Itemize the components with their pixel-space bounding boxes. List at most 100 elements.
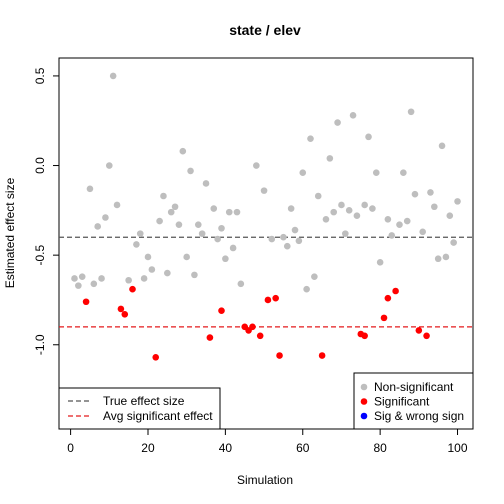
chart-title: state / elev	[229, 22, 301, 38]
data-point	[380, 314, 388, 322]
data-point	[446, 212, 454, 220]
data-point	[229, 244, 237, 252]
data-point	[129, 285, 136, 293]
data-point	[109, 72, 117, 80]
data-point	[206, 334, 214, 341]
legend-left-box	[58, 387, 221, 430]
data-point	[353, 212, 361, 220]
data-point	[287, 205, 295, 212]
y-tick-label: 0.5	[33, 67, 47, 84]
y-axis-label: Estimated effect size	[3, 177, 17, 288]
data-point	[237, 280, 245, 288]
data-point	[210, 205, 218, 212]
data-point	[361, 332, 368, 340]
data-point	[136, 230, 144, 237]
x-tick-label: 80	[373, 441, 387, 455]
data-point	[272, 294, 279, 302]
x-axis-label: Simulation	[237, 473, 293, 487]
data-point	[102, 214, 109, 221]
plot-area: 0 20 40 60 80 100 -1.0 -0.5 0.0 0.5	[33, 57, 474, 455]
plot-frame	[58, 57, 474, 430]
data-point	[105, 162, 113, 169]
data-point	[121, 310, 129, 318]
data-point	[98, 275, 105, 282]
data-point	[133, 241, 140, 248]
data-point	[369, 205, 376, 212]
data-point	[160, 192, 167, 200]
data-point	[427, 189, 434, 196]
data-point	[384, 216, 392, 223]
data-point	[82, 298, 90, 306]
data-point	[349, 112, 357, 119]
data-point	[268, 235, 276, 243]
y-tick-label: -0.5	[33, 244, 47, 265]
data-point	[361, 201, 368, 209]
data-point	[167, 208, 175, 216]
data-point	[225, 208, 233, 216]
data-point	[388, 232, 396, 239]
data-point	[117, 305, 125, 313]
data-point	[75, 282, 82, 289]
data-point	[156, 217, 163, 225]
data-point	[376, 259, 384, 266]
data-point	[314, 192, 322, 200]
legend-label: Significant	[374, 395, 430, 409]
data-point	[187, 167, 194, 175]
data-point	[423, 332, 430, 340]
data-point	[276, 352, 283, 359]
data-point	[454, 198, 461, 205]
data-point	[86, 185, 94, 193]
data-point	[291, 226, 299, 234]
data-point	[148, 266, 156, 273]
data-point	[411, 190, 419, 198]
data-point	[384, 294, 392, 302]
data-point	[365, 133, 372, 141]
data-point	[191, 271, 198, 279]
data-point	[438, 142, 446, 150]
data-point	[407, 108, 415, 116]
legend-marker	[360, 412, 368, 420]
data-point	[218, 307, 225, 315]
data-point	[295, 237, 303, 245]
data-point	[403, 217, 411, 225]
data-point	[202, 180, 210, 187]
data-point	[318, 352, 326, 359]
data-point	[140, 275, 148, 282]
data-point	[214, 235, 221, 243]
data-point	[400, 169, 407, 177]
y-tick-label: -1.0	[33, 334, 47, 355]
data-point	[183, 253, 190, 261]
data-point	[334, 119, 341, 126]
data-point	[90, 280, 98, 288]
data-point	[198, 230, 206, 237]
data-point	[218, 224, 225, 232]
data-point	[330, 208, 338, 216]
data-point	[280, 233, 287, 241]
data-point	[372, 169, 380, 177]
x-tick-label: 40	[219, 441, 233, 455]
x-tick-label: 100	[448, 441, 468, 455]
data-point	[322, 216, 330, 223]
legend-right-box	[353, 372, 474, 430]
data-point	[164, 269, 171, 277]
data-point	[71, 275, 78, 282]
data-point	[171, 203, 179, 211]
data-point	[311, 273, 318, 280]
data-point	[345, 207, 353, 214]
data-point	[256, 332, 264, 340]
legend-label: Sig & wrong sign	[374, 409, 464, 423]
data-point	[94, 223, 101, 230]
data-point	[415, 327, 423, 334]
data-point	[431, 203, 438, 211]
x-tick-label: 60	[296, 441, 310, 455]
data-point	[253, 162, 260, 169]
legend-marker	[360, 383, 368, 391]
x-tick-label: 0	[67, 441, 74, 455]
legend-marker	[360, 398, 368, 405]
data-point	[125, 276, 132, 284]
legend-label: Non-significant	[374, 380, 454, 394]
data-point	[450, 239, 457, 246]
